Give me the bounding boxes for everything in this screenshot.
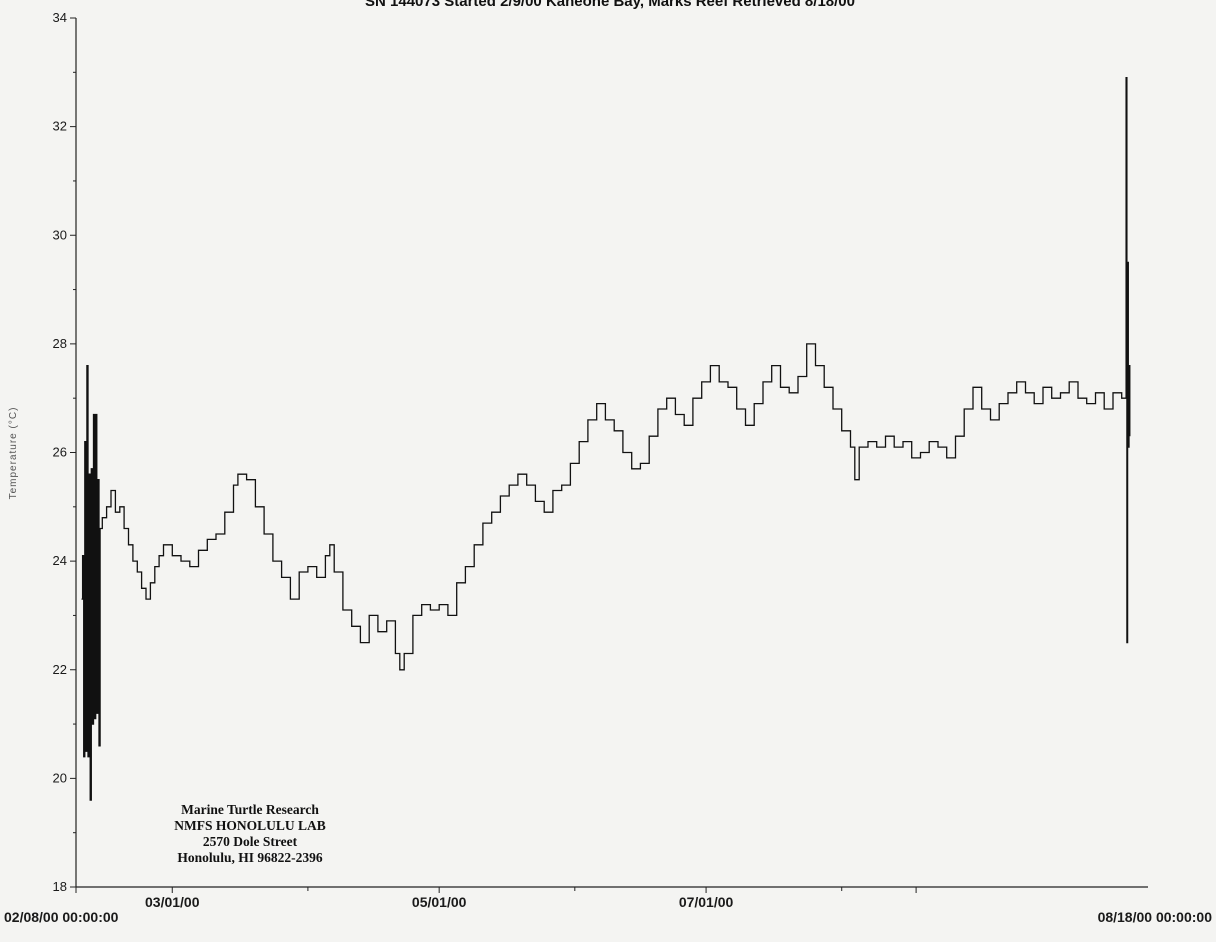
x-tick-label: 03/01/00 [145,894,200,910]
y-tick-label: 20 [53,770,67,785]
temperature-series-line [81,77,1131,801]
y-tick-label: 18 [53,879,67,894]
chart-title: SN 144073 Started 2/9/00 Kaneohe Bay, Ma… [365,0,855,10]
x-tick-label: 08/18/00 00:00:00 [1098,909,1213,925]
x-tick-label: 07/01/00 [679,894,734,910]
y-tick-label: 30 [53,227,67,242]
y-tick-label: 28 [53,336,67,351]
lab-stamp: Marine Turtle Research NMFS HONOLULU LAB… [150,802,350,866]
x-tick-label: 05/01/00 [412,894,467,910]
y-tick-label: 24 [53,553,67,568]
stamp-line-1: Marine Turtle Research [181,802,319,817]
y-tick-label: 22 [53,662,67,677]
stamp-line-4: Honolulu, HI 96822-2396 [177,850,323,865]
stamp-line-2: NMFS HONOLULU LAB [174,818,326,833]
y-tick-label: 26 [53,445,67,460]
y-axis-label: Temperature (°C) [8,407,19,500]
y-tick-label: 32 [53,119,67,134]
plot-area [81,77,1131,801]
chart-axes: 18 20 22 24 26 28 30 32 34 02/08/00 00:00:00 03/01… [4,10,1212,925]
x-tick-label: 02/08/00 00:00:00 [4,909,119,925]
y-tick-label: 34 [53,10,67,25]
stamp-line-3: 2570 Dole Street [202,834,298,849]
